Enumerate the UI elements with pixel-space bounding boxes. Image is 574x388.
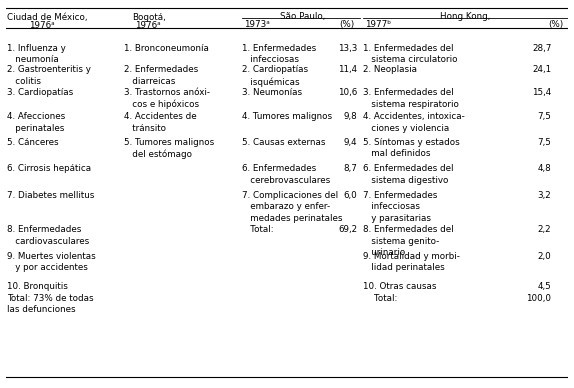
Text: 9. Mortalidad y morbi-
   lidad perinatales: 9. Mortalidad y morbi- lidad perinatales (363, 252, 460, 272)
Text: 9. Muertes violentas
   y por accidentes: 9. Muertes violentas y por accidentes (7, 252, 96, 272)
Text: 13,3: 13,3 (338, 44, 357, 53)
Text: 4. Accidentes de
   tránsito: 4. Accidentes de tránsito (124, 112, 196, 133)
Text: 2,0: 2,0 (538, 252, 552, 261)
Text: 1. Enfermedades
   infecciosas: 1. Enfermedades infecciosas (242, 44, 316, 64)
Text: 9,4: 9,4 (344, 138, 357, 147)
Text: 10,6: 10,6 (338, 88, 357, 97)
Text: 28,7: 28,7 (532, 44, 552, 53)
Text: 10. Bronquitis
Total: 73% de todas
las defunciones: 10. Bronquitis Total: 73% de todas las d… (7, 282, 94, 314)
Text: 15,4: 15,4 (532, 88, 552, 97)
Text: 10. Otras causas
    Total:: 10. Otras causas Total: (363, 282, 436, 303)
Text: 7. Complicaciones del
   embarazo y enfer-
   medades perinatales: 7. Complicaciones del embarazo y enfer- … (242, 191, 343, 223)
Text: 69,2: 69,2 (338, 225, 357, 234)
Text: 3. Cardiopatías: 3. Cardiopatías (7, 88, 73, 97)
Text: 6. Enfermedades
   cerebrovasculares: 6. Enfermedades cerebrovasculares (242, 165, 330, 185)
Text: Total:: Total: (242, 225, 274, 234)
Text: 2. Enfermedades
   diarreicas: 2. Enfermedades diarreicas (124, 66, 198, 86)
Text: 7,5: 7,5 (537, 138, 552, 147)
Text: 4,8: 4,8 (538, 165, 552, 173)
Text: Ciudad de México,: Ciudad de México, (7, 14, 87, 23)
Text: 8. Enfermedades
   cardiovasculares: 8. Enfermedades cardiovasculares (7, 225, 89, 246)
Text: 5. Síntomas y estados
   mal definidos: 5. Síntomas y estados mal definidos (363, 138, 460, 158)
Text: 2. Gastroenteritis y
   colitis: 2. Gastroenteritis y colitis (7, 66, 91, 86)
Text: 8. Enfermedades del
   sistema genito-
   urinario: 8. Enfermedades del sistema genito- urin… (363, 225, 453, 257)
Text: 4. Afecciones
   perinatales: 4. Afecciones perinatales (7, 112, 65, 133)
Text: 4. Accidentes, intoxica-
   ciones y violencia: 4. Accidentes, intoxica- ciones y violen… (363, 112, 465, 133)
Text: 2. Neoplasia: 2. Neoplasia (363, 66, 417, 74)
Text: 7. Enfermedades
   infecciosas
   y parasitarias: 7. Enfermedades infecciosas y parasitari… (363, 191, 437, 223)
Text: 7,5: 7,5 (537, 112, 552, 121)
Text: 1977ᵇ: 1977ᵇ (364, 20, 391, 29)
Text: 1973ᵃ: 1973ᵃ (244, 20, 269, 29)
Text: 3. Neumonías: 3. Neumonías (242, 88, 302, 97)
Text: Bogotá,: Bogotá, (132, 14, 166, 23)
Text: 24,1: 24,1 (532, 66, 552, 74)
Text: 1976ᵃ: 1976ᵃ (135, 21, 161, 30)
Text: 2. Cardiopatías
   isquémicas: 2. Cardiopatías isquémicas (242, 66, 308, 87)
Text: 1. Influenza y
   neumonía: 1. Influenza y neumonía (7, 44, 65, 64)
Text: 7. Diabetes mellitus: 7. Diabetes mellitus (7, 191, 94, 200)
Text: 8,7: 8,7 (343, 165, 357, 173)
Text: 3. Trastornos anóxi-
   cos e hipóxicos: 3. Trastornos anóxi- cos e hipóxicos (124, 88, 210, 109)
Text: Hong Kong,: Hong Kong, (440, 12, 491, 21)
Text: 9,8: 9,8 (344, 112, 357, 121)
Text: 4. Tumores malignos: 4. Tumores malignos (242, 112, 332, 121)
Text: 2,2: 2,2 (538, 225, 552, 234)
Text: 5. Causas externas: 5. Causas externas (242, 138, 325, 147)
Text: São Paulo,: São Paulo, (280, 12, 325, 21)
Text: 1976ᵃ: 1976ᵃ (29, 21, 55, 30)
Text: 1. Enfermedades del
   sistema circulatorio: 1. Enfermedades del sistema circulatorio (363, 44, 457, 64)
Text: 6. Cirrosis hepática: 6. Cirrosis hepática (7, 165, 91, 173)
Text: 11,4: 11,4 (338, 66, 357, 74)
Text: 4,5
100,0: 4,5 100,0 (526, 282, 552, 303)
Text: 6. Enfermedades del
   sistema digestivo: 6. Enfermedades del sistema digestivo (363, 165, 453, 185)
Text: 3,2: 3,2 (538, 191, 552, 200)
Text: (%): (%) (549, 20, 564, 29)
Text: 3. Enfermedades del
   sistema respiratorio: 3. Enfermedades del sistema respiratorio (363, 88, 459, 109)
Text: 1. Bronconeumonía: 1. Bronconeumonía (124, 44, 209, 53)
Text: 5. Cánceres: 5. Cánceres (7, 138, 59, 147)
Text: 6,0: 6,0 (344, 191, 357, 200)
Text: (%): (%) (339, 20, 355, 29)
Text: 5. Tumores malignos
   del estómago: 5. Tumores malignos del estómago (124, 138, 214, 159)
